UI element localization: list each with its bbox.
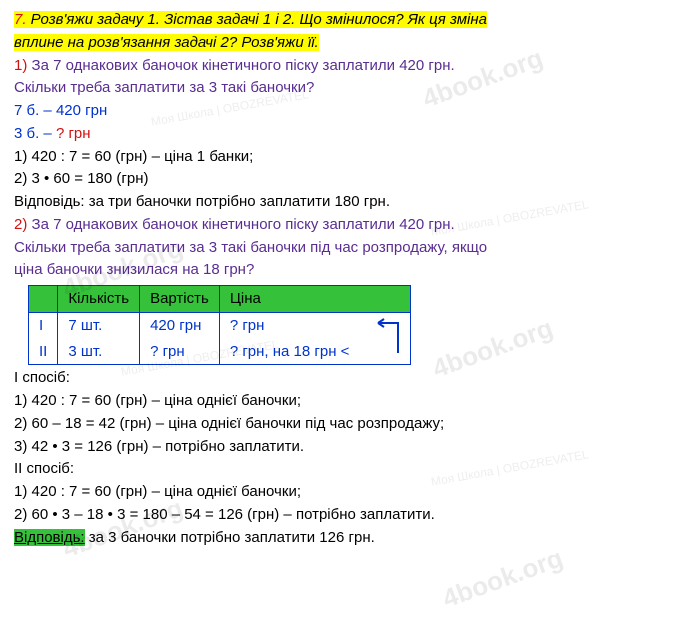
p1-given-2b: ? грн — [56, 125, 91, 142]
row1-price: ? грн — [220, 313, 410, 339]
row1-cost: 420 грн — [140, 313, 219, 339]
p2-m1-step-1: 1) 420 : 7 = 60 (грн) – ціна однієї бано… — [14, 390, 681, 412]
table-header-qty: Кількість — [58, 286, 140, 313]
p2-answer: Відповідь: за 3 баночки потрібно заплати… — [14, 527, 681, 549]
p2-question-2: ціна баночки знизилася на 18 грн? — [14, 259, 681, 281]
p2-answer-label: Відповідь: — [14, 529, 85, 546]
row2-qty: 3 шт. — [58, 339, 139, 365]
p2-method1-title: I спосіб: — [14, 367, 681, 389]
p2-m2-step-2: 2) 60 • 3 – 18 • 3 = 180 – 54 = 126 (грн… — [14, 504, 681, 526]
task-prompt-1: Розв'яжи задачу 1. Зістав задачі 1 і 2. … — [27, 11, 487, 28]
p1-condition: 1) За 7 однакових баночок кінетичного пі… — [14, 55, 681, 77]
p1-step-1: 1) 420 : 7 = 60 (грн) – ціна 1 банки; — [14, 146, 681, 168]
p2-method2-title: II спосіб: — [14, 458, 681, 480]
row2-label: II — [29, 339, 57, 365]
row1-qty: 7 шт. — [58, 313, 139, 339]
p1-question: Скільки треба заплатити за 3 такі баночк… — [14, 77, 681, 99]
row1-label: I — [29, 313, 57, 339]
p2-m2-step-1: 1) 420 : 7 = 60 (грн) – ціна однієї бано… — [14, 481, 681, 503]
task-heading-line2: вплине на розв'язання задачі 2? Розв'яжи… — [14, 32, 681, 54]
p1-given-2: 3 б. – ? грн — [14, 123, 681, 145]
p1-num: 1) — [14, 57, 27, 74]
table-header-cost: Вартість — [140, 286, 220, 313]
p1-given-1: 7 б. – 420 грн — [14, 100, 681, 122]
p1-answer: Відповідь: за три баночки потрібно запла… — [14, 191, 681, 213]
p2-condition: 2) За 7 однакових баночок кінетичного пі… — [14, 214, 681, 236]
p2-question-1: Скільки треба заплатити за 3 такі баночк… — [14, 237, 681, 259]
p2-m1-step-2: 2) 60 – 18 = 42 (грн) – ціна однієї бано… — [14, 413, 681, 435]
task-prompt-2: вплине на розв'язання задачі 2? Розв'яжи… — [14, 34, 319, 51]
p2-table: Кількість Вартість Ціна I II 7 шт. 3 шт.… — [28, 285, 411, 365]
p1-cond: За 7 однакових баночок кінетичного піску… — [27, 57, 454, 74]
task-heading-line1: 7. Розв'яжи задачу 1. Зістав задачі 1 і … — [14, 9, 681, 31]
table-header-empty — [29, 286, 58, 313]
p1-given-2a: 3 б. – — [14, 125, 56, 142]
table-header-price: Ціна — [219, 286, 410, 313]
p2-cond: За 7 однакових баночок кінетичного піску… — [27, 216, 454, 233]
p2-answer-rest: за 3 баночки потрібно заплатити 126 грн. — [85, 529, 375, 546]
p2-m1-step-3: 3) 42 • 3 = 126 (грн) – потрібно заплати… — [14, 436, 681, 458]
table-header-row: Кількість Вартість Ціна — [29, 286, 411, 313]
p1-step-2: 2) 3 • 60 = 180 (грн) — [14, 168, 681, 190]
row2-cost: ? грн — [140, 339, 219, 365]
p2-num: 2) — [14, 216, 27, 233]
row2-price: ? грн, на 18 грн < — [220, 339, 410, 365]
page: 7. Розв'яжи задачу 1. Зістав задачі 1 і … — [0, 0, 695, 557]
task-number: 7. — [14, 11, 27, 28]
